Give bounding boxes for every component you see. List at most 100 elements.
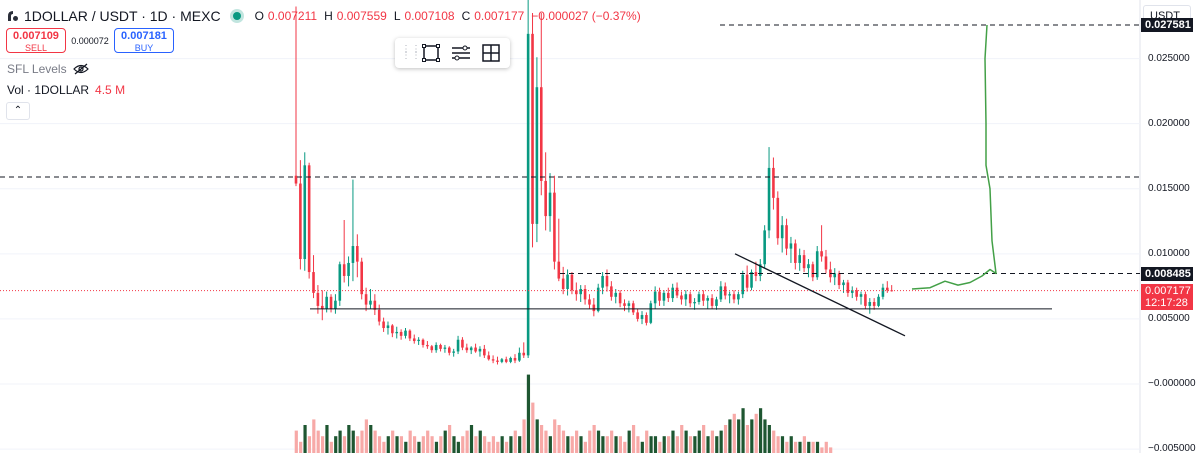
volume-label: Vol · 1DOLLAR bbox=[7, 83, 90, 97]
candle-body bbox=[382, 321, 385, 329]
symbol-title[interactable]: 1DOLLAR / USDT · 1D · MEXC bbox=[24, 8, 221, 24]
volume-bar bbox=[649, 436, 653, 453]
candle-body bbox=[719, 286, 723, 300]
candle-body bbox=[877, 296, 880, 306]
volume-bar bbox=[675, 436, 679, 453]
volume-bar bbox=[631, 425, 636, 453]
candle-body bbox=[307, 165, 311, 273]
volume-bar bbox=[294, 430, 298, 453]
volume-bar bbox=[583, 441, 587, 453]
candle-body bbox=[702, 294, 705, 301]
candle-body bbox=[798, 255, 801, 263]
volume-bar bbox=[408, 430, 412, 453]
volume-bar bbox=[772, 430, 776, 453]
projection-drawing bbox=[911, 24, 997, 290]
ohlc-close-key: C bbox=[461, 9, 471, 23]
y-tick-label: 0.005000 bbox=[1148, 312, 1190, 324]
volume-bar bbox=[430, 436, 434, 453]
candle-body bbox=[478, 348, 482, 352]
drag-grip-icon[interactable]: ⋮⋮ ⋮⋮ bbox=[401, 44, 421, 61]
candle-body bbox=[443, 347, 447, 349]
sell-label: SELL bbox=[24, 43, 48, 53]
volume-bar bbox=[386, 436, 390, 453]
ohlc-low-value: 0.007108 bbox=[404, 9, 455, 23]
candle-body bbox=[776, 197, 780, 239]
volume-bar bbox=[596, 430, 601, 453]
candle-body bbox=[329, 296, 333, 309]
candle-body bbox=[404, 330, 407, 336]
add-frame-icon[interactable] bbox=[481, 43, 501, 63]
candle-body bbox=[881, 287, 885, 297]
volume-bar bbox=[434, 441, 439, 453]
candle-body bbox=[566, 274, 569, 289]
candle-body bbox=[697, 294, 701, 302]
volume-bar bbox=[697, 430, 701, 453]
ohlc-change-value: −0.000027 (−0.37%) bbox=[531, 9, 641, 23]
volume-bar bbox=[667, 436, 671, 453]
candle-body bbox=[456, 339, 460, 352]
volume-bar bbox=[491, 436, 495, 453]
volume-bar bbox=[728, 419, 732, 453]
candle-body bbox=[763, 230, 766, 265]
candle-body bbox=[741, 274, 745, 295]
buy-button[interactable]: 0.007181 BUY bbox=[114, 28, 174, 53]
candle-body bbox=[483, 348, 486, 356]
volume-bar bbox=[325, 425, 329, 453]
sell-button[interactable]: 0.007109 SELL bbox=[6, 28, 66, 53]
candle-body bbox=[408, 330, 412, 339]
candle-body bbox=[618, 292, 622, 304]
volume-bar bbox=[706, 436, 710, 453]
volume-bar bbox=[373, 430, 377, 453]
candle-body bbox=[561, 278, 565, 289]
y-tick-label: 0.010000 bbox=[1148, 247, 1190, 259]
eye-off-icon[interactable] bbox=[72, 63, 89, 75]
ohlc-open-value: 0.007211 bbox=[267, 9, 318, 23]
trade-panel: 0.007109 SELL 0.000072 0.007181 BUY bbox=[6, 28, 174, 53]
volume-bar bbox=[588, 430, 592, 453]
candle-body bbox=[548, 192, 552, 217]
candle-body bbox=[509, 357, 512, 362]
candle-body bbox=[715, 299, 718, 306]
buy-label: BUY bbox=[134, 43, 154, 53]
candle-body bbox=[785, 225, 788, 249]
volume-bar bbox=[715, 436, 719, 453]
settings-lines-icon[interactable] bbox=[451, 43, 471, 63]
rectangle-tool-icon[interactable] bbox=[421, 43, 441, 63]
volume-bar bbox=[605, 436, 609, 453]
candle-body bbox=[430, 346, 434, 351]
candle-body bbox=[745, 274, 749, 288]
volume-legend[interactable]: Vol · 1DOLLAR 4.5 M bbox=[7, 83, 125, 97]
trendline bbox=[734, 253, 906, 337]
volume-bar bbox=[820, 447, 824, 453]
candle-body bbox=[377, 309, 381, 322]
ohlc-close-value: 0.007177 bbox=[474, 9, 525, 23]
volume-bar bbox=[531, 402, 535, 453]
y-tick-label: −0.005000 bbox=[1148, 443, 1196, 454]
volume-bar bbox=[395, 436, 399, 453]
chevron-up-icon[interactable]: ⌃ bbox=[6, 102, 30, 120]
candle-body bbox=[448, 347, 451, 353]
candle-body bbox=[645, 315, 648, 323]
volume-bar bbox=[500, 436, 504, 453]
candle-body bbox=[710, 298, 714, 306]
sfl-levels-legend[interactable]: SFL Levels bbox=[7, 62, 89, 76]
candle-body bbox=[522, 352, 526, 356]
candle-body bbox=[767, 167, 771, 231]
volume-bar bbox=[710, 430, 714, 453]
candle-body bbox=[780, 225, 784, 239]
volume-bar bbox=[566, 436, 570, 453]
volume-bar bbox=[461, 436, 465, 453]
candle-body bbox=[872, 302, 876, 306]
volume-bar bbox=[745, 425, 750, 453]
candle-body bbox=[347, 262, 350, 276]
volume-bar bbox=[382, 441, 386, 453]
candle-body bbox=[369, 300, 372, 305]
candle-body bbox=[465, 347, 469, 351]
volume-value: 4.5 M bbox=[95, 83, 126, 97]
volume-bar bbox=[535, 419, 539, 453]
volume-bar bbox=[329, 441, 333, 453]
drawing-toolbar: ⋮⋮ ⋮⋮ bbox=[395, 38, 510, 68]
volume-bar bbox=[364, 419, 368, 453]
volume-bar bbox=[338, 430, 342, 453]
